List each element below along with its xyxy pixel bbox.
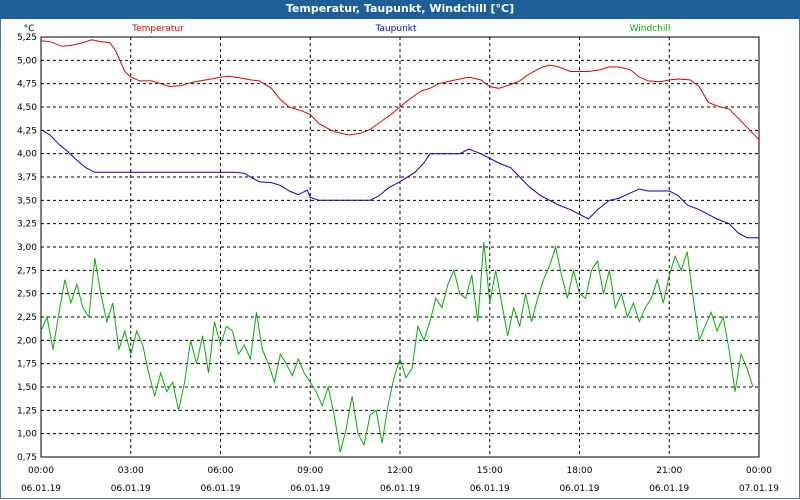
x-tick-time: 03:00 — [118, 466, 144, 476]
x-tick-time: 06:00 — [208, 466, 234, 476]
y-tick-label: 3,50 — [17, 196, 37, 206]
series-line-taupunkt — [40, 128, 759, 239]
x-tick-date: 06.01.19 — [111, 484, 151, 494]
chart-title-bar: Temperatur, Taupunkt, Windchill [°C] — [0, 0, 800, 19]
y-tick-label: 3,00 — [17, 243, 37, 253]
series-line-windchill — [40, 242, 754, 453]
y-axis-unit: °C — [24, 24, 35, 34]
y-tick-label: 1,25 — [17, 406, 37, 416]
x-tick-time: 15:00 — [477, 466, 503, 476]
x-tick-time: 12:00 — [387, 466, 413, 476]
y-tick-label: 1,75 — [17, 360, 37, 370]
y-tick-label: 1,50 — [17, 383, 37, 393]
y-tick-label: 2,50 — [17, 290, 37, 300]
y-tick-label: 4,75 — [17, 80, 37, 90]
x-tick-time: 09:00 — [297, 466, 323, 476]
x-tick-date: 06.01.19 — [559, 484, 599, 494]
y-tick-label: 2,00 — [17, 336, 37, 346]
x-tick-date: 06.01.19 — [290, 484, 330, 494]
legend-label-windchill: Windchill — [630, 24, 671, 34]
y-tick-label: 5,25 — [17, 33, 37, 43]
x-tick-date: 06.01.19 — [470, 484, 510, 494]
y-tick-label: 3,75 — [17, 173, 37, 183]
x-tick-date: 06.01.19 — [21, 484, 61, 494]
y-tick-label: 4,00 — [17, 150, 37, 160]
y-tick-label: 2,25 — [17, 313, 37, 323]
x-tick-time: 00:00 — [746, 466, 772, 476]
legend-label-temperatur: Temperatur — [131, 24, 184, 34]
y-tick-label: 5,00 — [17, 56, 37, 66]
series-line-temperatur — [40, 39, 760, 141]
x-tick-date: 06.01.19 — [380, 484, 420, 494]
x-tick-date: 07.01.19 — [739, 484, 779, 494]
x-tick-time: 18:00 — [567, 466, 593, 476]
y-tick-label: 4,25 — [17, 126, 37, 136]
x-tick-time: 00:00 — [28, 466, 54, 476]
y-tick-label: 4,50 — [17, 103, 37, 113]
y-tick-label: 0,75 — [17, 453, 37, 463]
y-tick-label: 2,75 — [17, 266, 37, 276]
x-tick-time: 21:00 — [656, 466, 682, 476]
chart-title: Temperatur, Taupunkt, Windchill [°C] — [285, 2, 515, 15]
x-tick-date: 06.01.19 — [200, 484, 240, 494]
plot-area-border — [40, 36, 760, 458]
y-tick-label: 3,25 — [17, 220, 37, 230]
legend-label-taupunkt: Taupunkt — [374, 24, 417, 34]
x-tick-date: 06.01.19 — [649, 484, 689, 494]
y-tick-label: 1,00 — [17, 430, 37, 440]
